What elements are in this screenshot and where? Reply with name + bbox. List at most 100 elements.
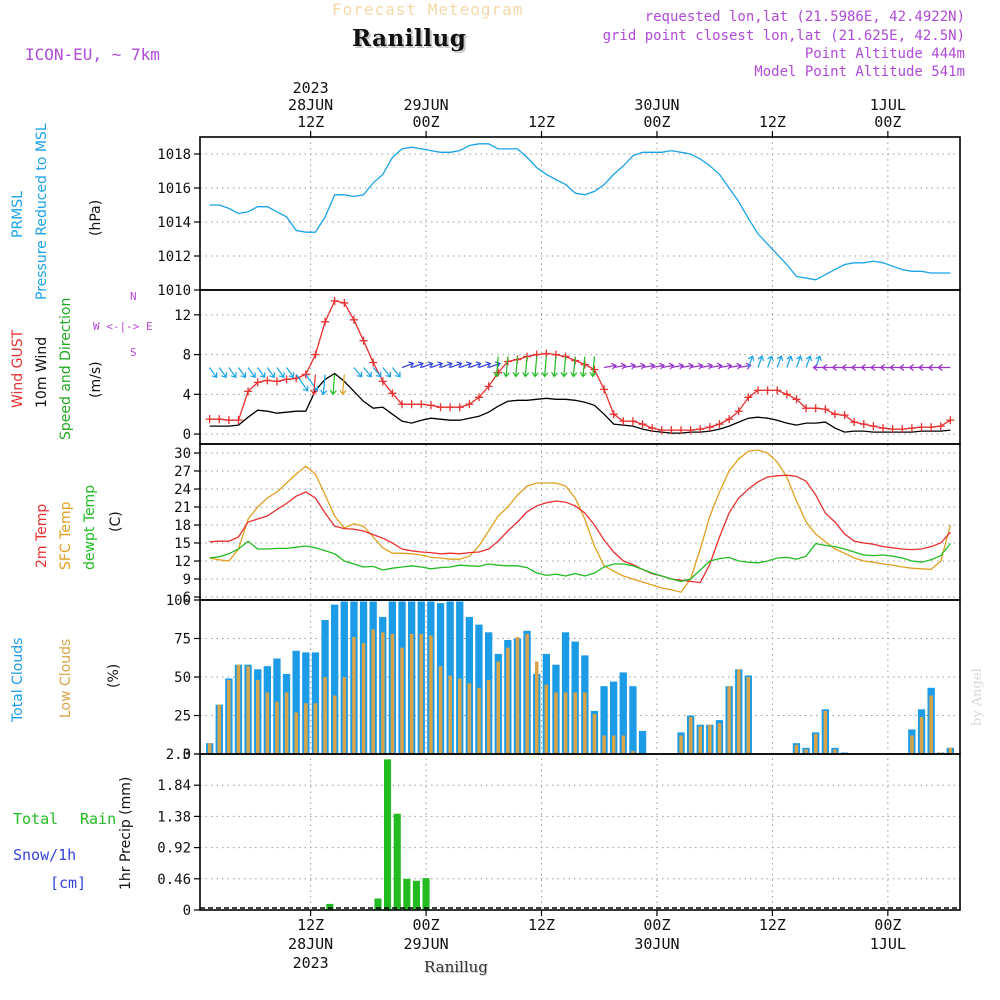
wind-gust-marker bbox=[349, 315, 358, 324]
y-tick-label: 75 bbox=[174, 632, 191, 648]
requested-coordinates: requested lon,lat (21.5986E, 42.4922N) bbox=[644, 9, 965, 25]
y-tick-label: 100 bbox=[166, 593, 191, 609]
wind-direction-arrow bbox=[512, 356, 520, 378]
wind-direction-arrow bbox=[776, 355, 784, 368]
wind-gust-marker bbox=[840, 411, 849, 420]
low-clouds-bar bbox=[236, 664, 241, 754]
total-clouds-bar bbox=[619, 672, 627, 754]
wind-gust-marker bbox=[224, 416, 233, 425]
rain-bar bbox=[326, 903, 334, 910]
low-clouds-bar bbox=[727, 686, 731, 754]
y-tick-label: 50 bbox=[174, 670, 191, 686]
bottom-time-label: 00Z bbox=[874, 916, 901, 934]
low-clouds-bar bbox=[631, 750, 635, 754]
wind-direction-arrow bbox=[560, 356, 568, 378]
y-tick-label: 27 bbox=[174, 464, 191, 480]
y-tick-label: 0.92 bbox=[157, 841, 191, 857]
wind-direction-arrow bbox=[469, 361, 482, 369]
wind-direction-arrow bbox=[238, 367, 247, 379]
low-clouds-bar bbox=[419, 633, 423, 754]
y-tick-label: 9 bbox=[183, 572, 191, 588]
wind-gust-marker bbox=[330, 296, 339, 305]
wind-direction-arrow bbox=[493, 356, 501, 378]
wind-gust-marker bbox=[811, 404, 820, 413]
low-clouds-bar bbox=[602, 735, 606, 754]
wind-gust-line bbox=[209, 300, 951, 431]
bottom-time-label: 00Z bbox=[413, 916, 440, 934]
rain-bar bbox=[403, 878, 411, 910]
point-altitude: Point Altitude 444m bbox=[804, 46, 965, 62]
wind-gust-marker bbox=[686, 426, 695, 435]
wind-direction-arrow bbox=[623, 362, 637, 370]
y-tick-label: 1012 bbox=[157, 249, 191, 265]
wind-direction-arrow bbox=[339, 374, 347, 396]
wind-gust-marker bbox=[484, 382, 493, 391]
wind-direction-arrow bbox=[440, 361, 453, 369]
total-clouds-bar bbox=[610, 681, 618, 754]
top-time-label: 12Z bbox=[759, 113, 786, 131]
station-title: Ranillug bbox=[352, 25, 467, 52]
low-clouds-bar bbox=[207, 743, 212, 754]
wind-gust-marker bbox=[215, 415, 224, 424]
wind-direction-arrow bbox=[401, 361, 415, 369]
wind-gust-marker bbox=[234, 416, 243, 425]
wind-direction-arrow bbox=[795, 355, 803, 368]
low-clouds-bar bbox=[429, 635, 433, 754]
wind-direction-arrow bbox=[690, 362, 704, 370]
bottom-time-label: 1JUL bbox=[870, 935, 906, 953]
wind-direction-arrow bbox=[680, 362, 694, 370]
wind-direction-arrow bbox=[478, 361, 492, 369]
y-tick-label: 25 bbox=[174, 709, 191, 725]
rain-bar bbox=[412, 880, 420, 910]
total-clouds-bar bbox=[292, 650, 300, 754]
wind-gust-marker bbox=[465, 400, 474, 409]
low-clouds-bar bbox=[515, 637, 520, 754]
low-clouds-bar bbox=[227, 680, 231, 754]
low-clouds-bar bbox=[284, 692, 289, 754]
bottom-time-label: 12Z bbox=[297, 916, 324, 934]
wind-gust-marker bbox=[917, 423, 926, 432]
wind-gust-marker bbox=[696, 425, 705, 434]
low-clouds-bar bbox=[611, 735, 616, 754]
wind-direction-arrow bbox=[757, 355, 765, 368]
wind-direction-arrow bbox=[589, 356, 597, 378]
wind-direction-arrow bbox=[747, 355, 755, 368]
low-clouds-bar bbox=[477, 687, 481, 754]
wind-direction-arrow bbox=[632, 362, 646, 370]
wind-direction-arrow bbox=[642, 362, 656, 370]
low-clouds-bar bbox=[467, 683, 472, 754]
low-clouds-bar bbox=[525, 633, 529, 754]
wind-speed-line bbox=[209, 372, 951, 434]
top-time-label: 00Z bbox=[643, 113, 670, 131]
bottom-time-label: 00Z bbox=[643, 916, 670, 934]
y-tick-label: 30 bbox=[174, 446, 191, 462]
panel-frame bbox=[199, 136, 961, 291]
rain-bar bbox=[374, 898, 382, 910]
low-clouds-bar bbox=[717, 723, 722, 754]
model-name: ICON-EU, ~ 7km bbox=[25, 45, 160, 64]
wind-direction-arrow bbox=[522, 356, 530, 378]
low-clouds-bar bbox=[814, 734, 818, 754]
low-clouds-bar bbox=[919, 717, 924, 754]
y-tick-label: 24 bbox=[174, 482, 191, 498]
wind-gust-marker bbox=[648, 424, 657, 433]
wind-gust-marker bbox=[753, 386, 762, 395]
closest-grid-point: grid point closest lon,lat (21.625E, 42.… bbox=[602, 28, 965, 44]
total-clouds-bar bbox=[456, 601, 464, 754]
wind-direction-arrow bbox=[257, 367, 266, 379]
y-tick-label: 2.3 bbox=[166, 747, 191, 763]
wind-direction-arrow bbox=[459, 361, 472, 369]
wind-gust-marker bbox=[898, 425, 907, 434]
y-tick-label: 15 bbox=[174, 536, 191, 552]
wind-gust-marker bbox=[359, 336, 368, 345]
wind-gust-marker bbox=[628, 417, 637, 426]
low-clouds-bar bbox=[323, 677, 327, 754]
wind-direction-arrow bbox=[661, 362, 675, 370]
wind-direction-arrow bbox=[228, 367, 237, 379]
wind-gust-marker bbox=[388, 389, 397, 398]
y-tick-label: 1010 bbox=[157, 283, 191, 299]
low-clouds-bar bbox=[275, 701, 279, 754]
low-clouds-bar bbox=[361, 643, 366, 754]
y-tick-label: 0 bbox=[183, 747, 191, 763]
bottom-time-label: 2023 bbox=[293, 954, 329, 972]
